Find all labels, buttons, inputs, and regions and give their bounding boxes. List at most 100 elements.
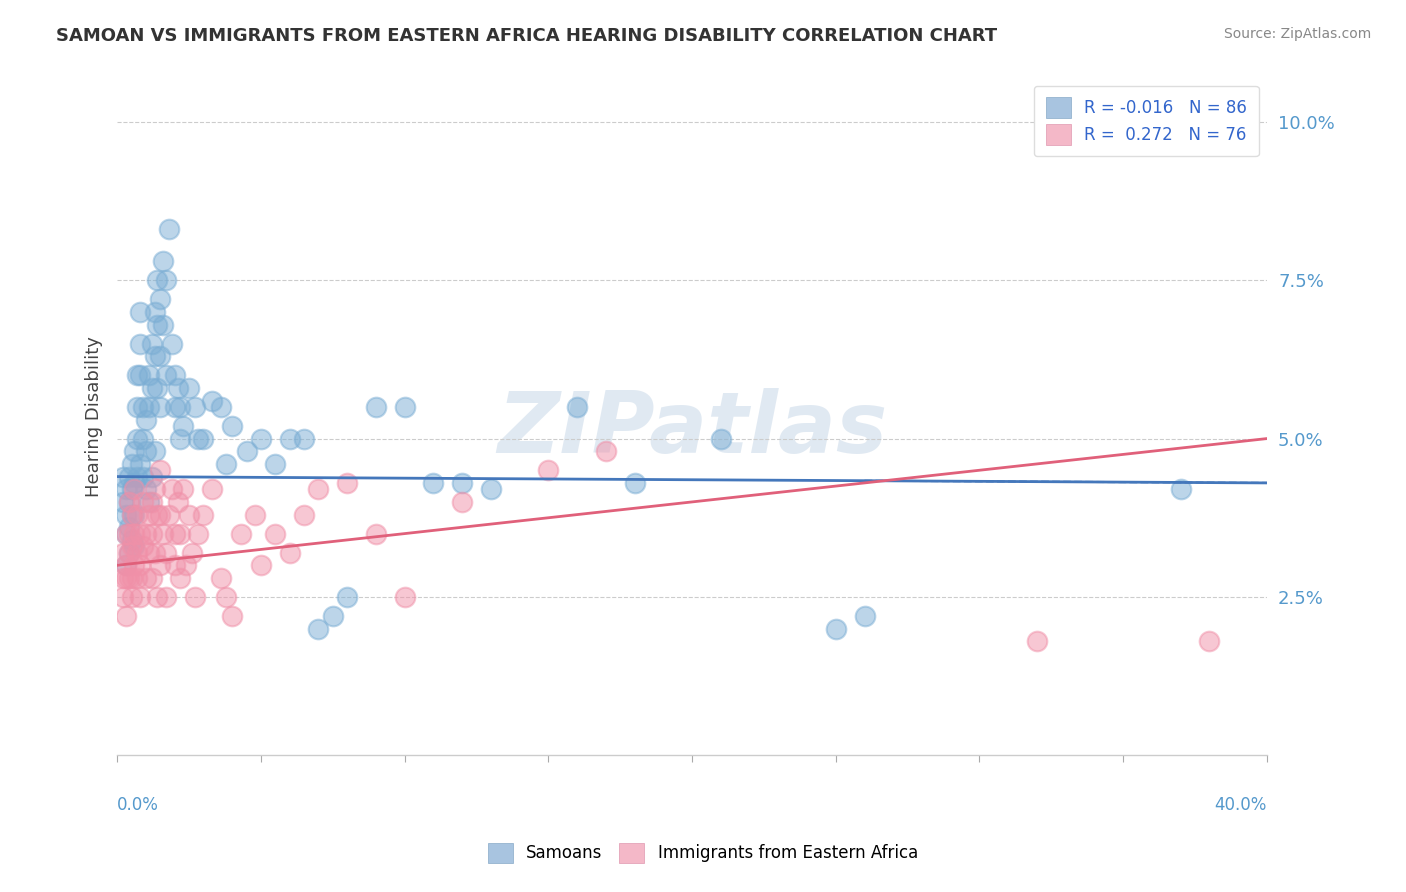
Point <box>114 526 136 541</box>
Point <box>565 400 588 414</box>
Point <box>152 318 174 332</box>
Point <box>1170 482 1192 496</box>
Point <box>187 432 209 446</box>
Point <box>111 495 134 509</box>
Point <box>132 469 155 483</box>
Point <box>184 400 207 414</box>
Point <box>169 526 191 541</box>
Point <box>479 482 502 496</box>
Point <box>155 273 177 287</box>
Point <box>132 495 155 509</box>
Point <box>155 368 177 383</box>
Point <box>135 482 157 496</box>
Point <box>141 469 163 483</box>
Text: ZIPatlas: ZIPatlas <box>496 388 887 472</box>
Legend: Samoans, Immigrants from Eastern Africa: Samoans, Immigrants from Eastern Africa <box>477 831 929 875</box>
Point <box>124 558 146 573</box>
Point <box>394 400 416 414</box>
Point <box>537 463 560 477</box>
Point <box>364 400 387 414</box>
Point <box>138 368 160 383</box>
Point <box>146 273 169 287</box>
Point <box>127 469 149 483</box>
Legend: R = -0.016   N = 86, R =  0.272   N = 76: R = -0.016 N = 86, R = 0.272 N = 76 <box>1033 86 1258 156</box>
Point <box>118 495 141 509</box>
Point <box>209 400 232 414</box>
Point <box>138 508 160 522</box>
Point <box>149 400 172 414</box>
Point <box>152 526 174 541</box>
Point <box>149 508 172 522</box>
Point <box>129 558 152 573</box>
Point <box>124 444 146 458</box>
Point <box>135 444 157 458</box>
Point <box>111 469 134 483</box>
Point <box>184 590 207 604</box>
Point <box>229 526 252 541</box>
Point <box>149 463 172 477</box>
Point <box>201 482 224 496</box>
Point <box>143 482 166 496</box>
Text: 40.0%: 40.0% <box>1215 796 1267 814</box>
Point <box>181 546 204 560</box>
Point <box>160 336 183 351</box>
Point <box>121 571 143 585</box>
Point <box>141 495 163 509</box>
Point <box>163 368 186 383</box>
Point <box>157 222 180 236</box>
Point <box>111 546 134 560</box>
Point <box>143 305 166 319</box>
Point <box>124 508 146 522</box>
Point <box>710 432 733 446</box>
Point <box>422 475 444 490</box>
Point <box>336 475 359 490</box>
Point <box>121 457 143 471</box>
Point <box>221 609 243 624</box>
Point <box>121 533 143 547</box>
Point <box>135 571 157 585</box>
Point <box>135 526 157 541</box>
Point <box>118 526 141 541</box>
Point <box>118 571 141 585</box>
Point <box>141 381 163 395</box>
Point <box>149 292 172 306</box>
Point <box>264 457 287 471</box>
Point <box>177 381 200 395</box>
Point <box>278 546 301 560</box>
Point <box>118 495 141 509</box>
Y-axis label: Hearing Disability: Hearing Disability <box>86 336 103 497</box>
Point <box>1026 634 1049 648</box>
Point <box>160 482 183 496</box>
Point <box>127 508 149 522</box>
Point <box>127 546 149 560</box>
Point <box>215 457 238 471</box>
Point <box>364 526 387 541</box>
Point <box>132 539 155 553</box>
Point <box>157 508 180 522</box>
Point <box>143 546 166 560</box>
Point <box>114 482 136 496</box>
Point <box>111 571 134 585</box>
Point <box>1198 634 1220 648</box>
Point <box>155 590 177 604</box>
Point <box>155 546 177 560</box>
Point <box>129 368 152 383</box>
Point <box>250 432 273 446</box>
Point <box>138 400 160 414</box>
Point <box>146 381 169 395</box>
Point <box>138 495 160 509</box>
Point <box>292 508 315 522</box>
Point <box>166 495 188 509</box>
Point <box>163 400 186 414</box>
Point <box>124 482 146 496</box>
Point <box>121 508 143 522</box>
Point <box>169 432 191 446</box>
Point <box>215 590 238 604</box>
Point <box>250 558 273 573</box>
Text: Source: ZipAtlas.com: Source: ZipAtlas.com <box>1223 27 1371 41</box>
Point <box>163 526 186 541</box>
Point <box>114 558 136 573</box>
Point <box>451 495 474 509</box>
Point <box>129 305 152 319</box>
Point <box>149 349 172 363</box>
